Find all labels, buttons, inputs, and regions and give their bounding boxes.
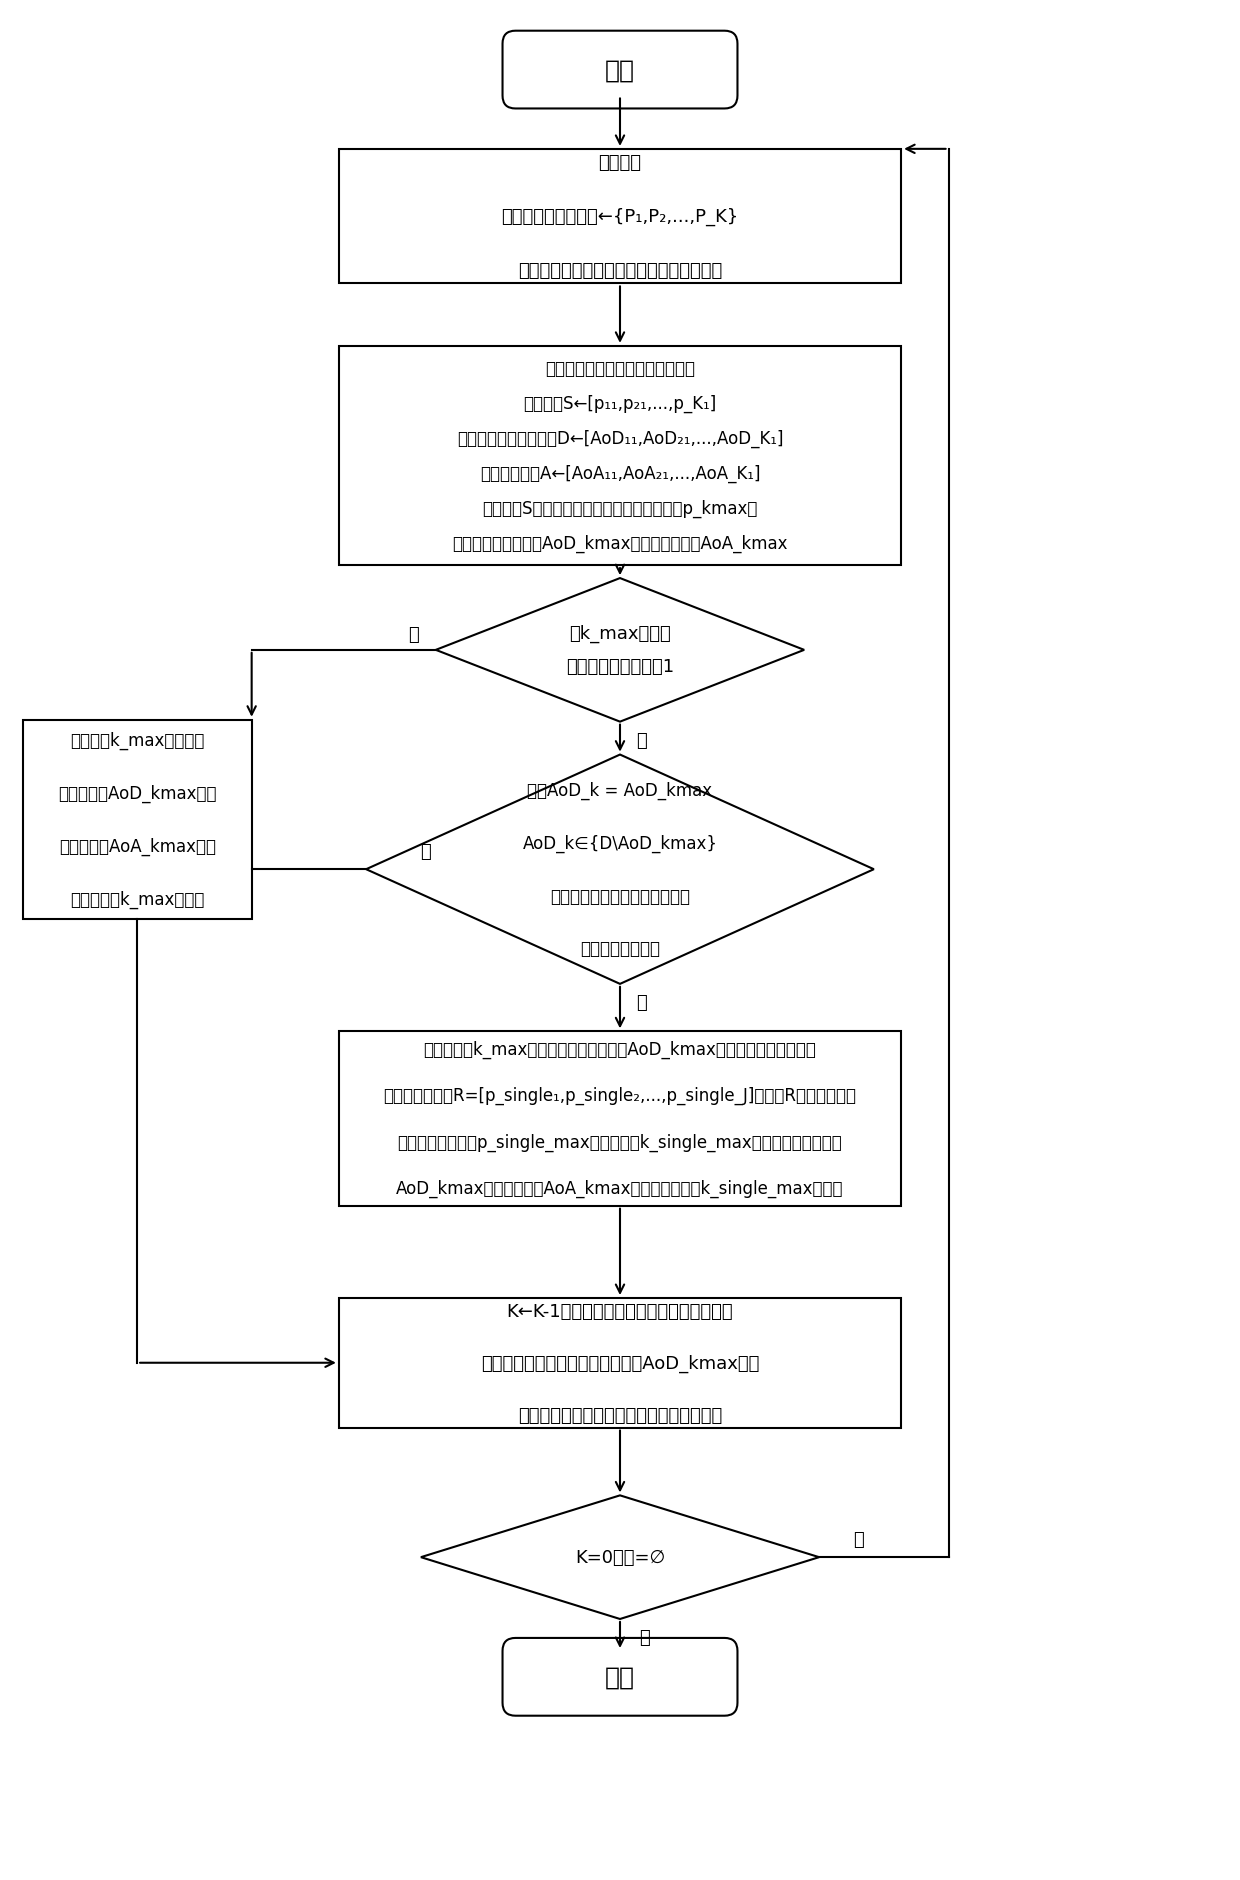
Text: K←K-1，去除集合𝒫中已选用户的所有路径: K←K-1，去除集合𝒫中已选用户的所有路径 [507, 1303, 733, 1320]
FancyBboxPatch shape [502, 32, 738, 109]
Text: 将接收码字AoA_kmax的信: 将接收码字AoA_kmax的信 [58, 837, 216, 855]
Text: 是: 是 [408, 626, 419, 643]
Text: 波束分配: 波束分配 [599, 154, 641, 173]
Text: K=0或𝒫=∅: K=0或𝒫=∅ [575, 1549, 665, 1566]
Polygon shape [420, 1496, 820, 1619]
Text: AoD_k∈{D\AoD_kmax}: AoD_k∈{D\AoD_kmax} [522, 835, 718, 852]
Text: 径，再对集合𝒫中剩下的所有元素重新整合: 径，再对集合𝒫中剩下的所有元素重新整合 [518, 1406, 722, 1423]
Text: 息反馈给第k_max个用户: 息反馈给第k_max个用户 [69, 891, 205, 908]
Bar [339, 1032, 901, 1207]
Text: 存在AoD_k = AoD_kmax: 存在AoD_k = AoD_kmax [527, 782, 713, 799]
Text: 构成集合S←[p₁₁,p₂₁,...,p_K₁]: 构成集合S←[p₁₁,p₂₁,...,p_K₁] [523, 395, 717, 414]
Text: 获取每个用户与基站间每条路径的码字信息: 获取每个用户与基站间每条路径的码字信息 [518, 261, 722, 280]
Text: 条路径可选的用户: 条路径可选的用户 [580, 940, 660, 957]
Text: 选取每个用户信道增益最大路径，: 选取每个用户信道增益最大路径， [546, 359, 694, 378]
Text: 的用户构成集合R=[p_single₁,p_single₂,...,p_single_J]。比较R中各元素大小: 的用户构成集合R=[p_single₁,p_single₂,...,p_sing… [383, 1087, 857, 1105]
Text: 否: 否 [636, 731, 647, 750]
Text: 对应路径发送码字集合D←[AoD₁₁,AoD₂₁,...,AoD_K₁]: 对应路径发送码字集合D←[AoD₁₁,AoD₂₁,...,AoD_K₁] [456, 429, 784, 447]
FancyBboxPatch shape [502, 1637, 738, 1716]
Text: 基站对第k_max个用户分: 基站对第k_max个用户分 [69, 731, 205, 750]
Text: 是: 是 [640, 1628, 650, 1647]
Bar [339, 1299, 901, 1427]
Text: 将所有与第k_max用户使用相同发送码字AoD_kmax，且仅有一条可选路径: 将所有与第k_max用户使用相同发送码字AoD_kmax，且仅有一条可选路径 [424, 1040, 816, 1058]
Text: AoD_kmax，将接收码字AoA_kmax的信息反馈给第k_single_max个用户: AoD_kmax，将接收码字AoA_kmax的信息反馈给第k_single_ma… [397, 1179, 843, 1198]
Text: 否: 否 [853, 1530, 864, 1549]
Text: 比较集合S中所有元素大小，选取最大项设为p_kmax，: 比较集合S中所有元素大小，选取最大项设为p_kmax， [482, 500, 758, 517]
Text: 配发送码字AoD_kmax，并: 配发送码字AoD_kmax，并 [58, 784, 217, 803]
Text: 获取信道增益集合𝒫←{P₁,P₂,...,P_K}: 获取信道增益集合𝒫←{P₁,P₂,...,P_K} [501, 209, 739, 226]
Text: 接收码字集合A←[AoA₁₁,AoA₂₁,...,AoA_K₁]: 接收码字集合A←[AoA₁₁,AoA₂₁,...,AoA_K₁] [480, 464, 760, 483]
Bar [339, 346, 901, 566]
Text: 且满足条件的用户中存在仅有一: 且满足条件的用户中存在仅有一 [551, 887, 689, 904]
Text: 是: 是 [636, 993, 647, 1011]
Text: 与基站间可选路径为1: 与基站间可选路径为1 [565, 658, 675, 677]
Text: 结束: 结束 [605, 1666, 635, 1688]
Text: 开始: 开始 [605, 58, 635, 83]
Text: 否: 否 [420, 842, 432, 861]
Polygon shape [366, 756, 874, 985]
Text: 对应的发送码字设为AoD_kmax，接收码字设为AoA_kmax: 对应的发送码字设为AoD_kmax，接收码字设为AoA_kmax [453, 534, 787, 553]
Text: 信息，以及其它用户中发送码字为AoD_kmax的路: 信息，以及其它用户中发送码字为AoD_kmax的路 [481, 1354, 759, 1372]
Polygon shape [435, 579, 805, 722]
Text: 第k_max个用户: 第k_max个用户 [569, 624, 671, 643]
Text: 选取最大项并设为p_single_max。基站对第k_single_max个用户分配发送码字: 选取最大项并设为p_single_max。基站对第k_single_max个用户… [398, 1134, 842, 1151]
Bar [339, 150, 901, 284]
Bar [22, 720, 252, 919]
